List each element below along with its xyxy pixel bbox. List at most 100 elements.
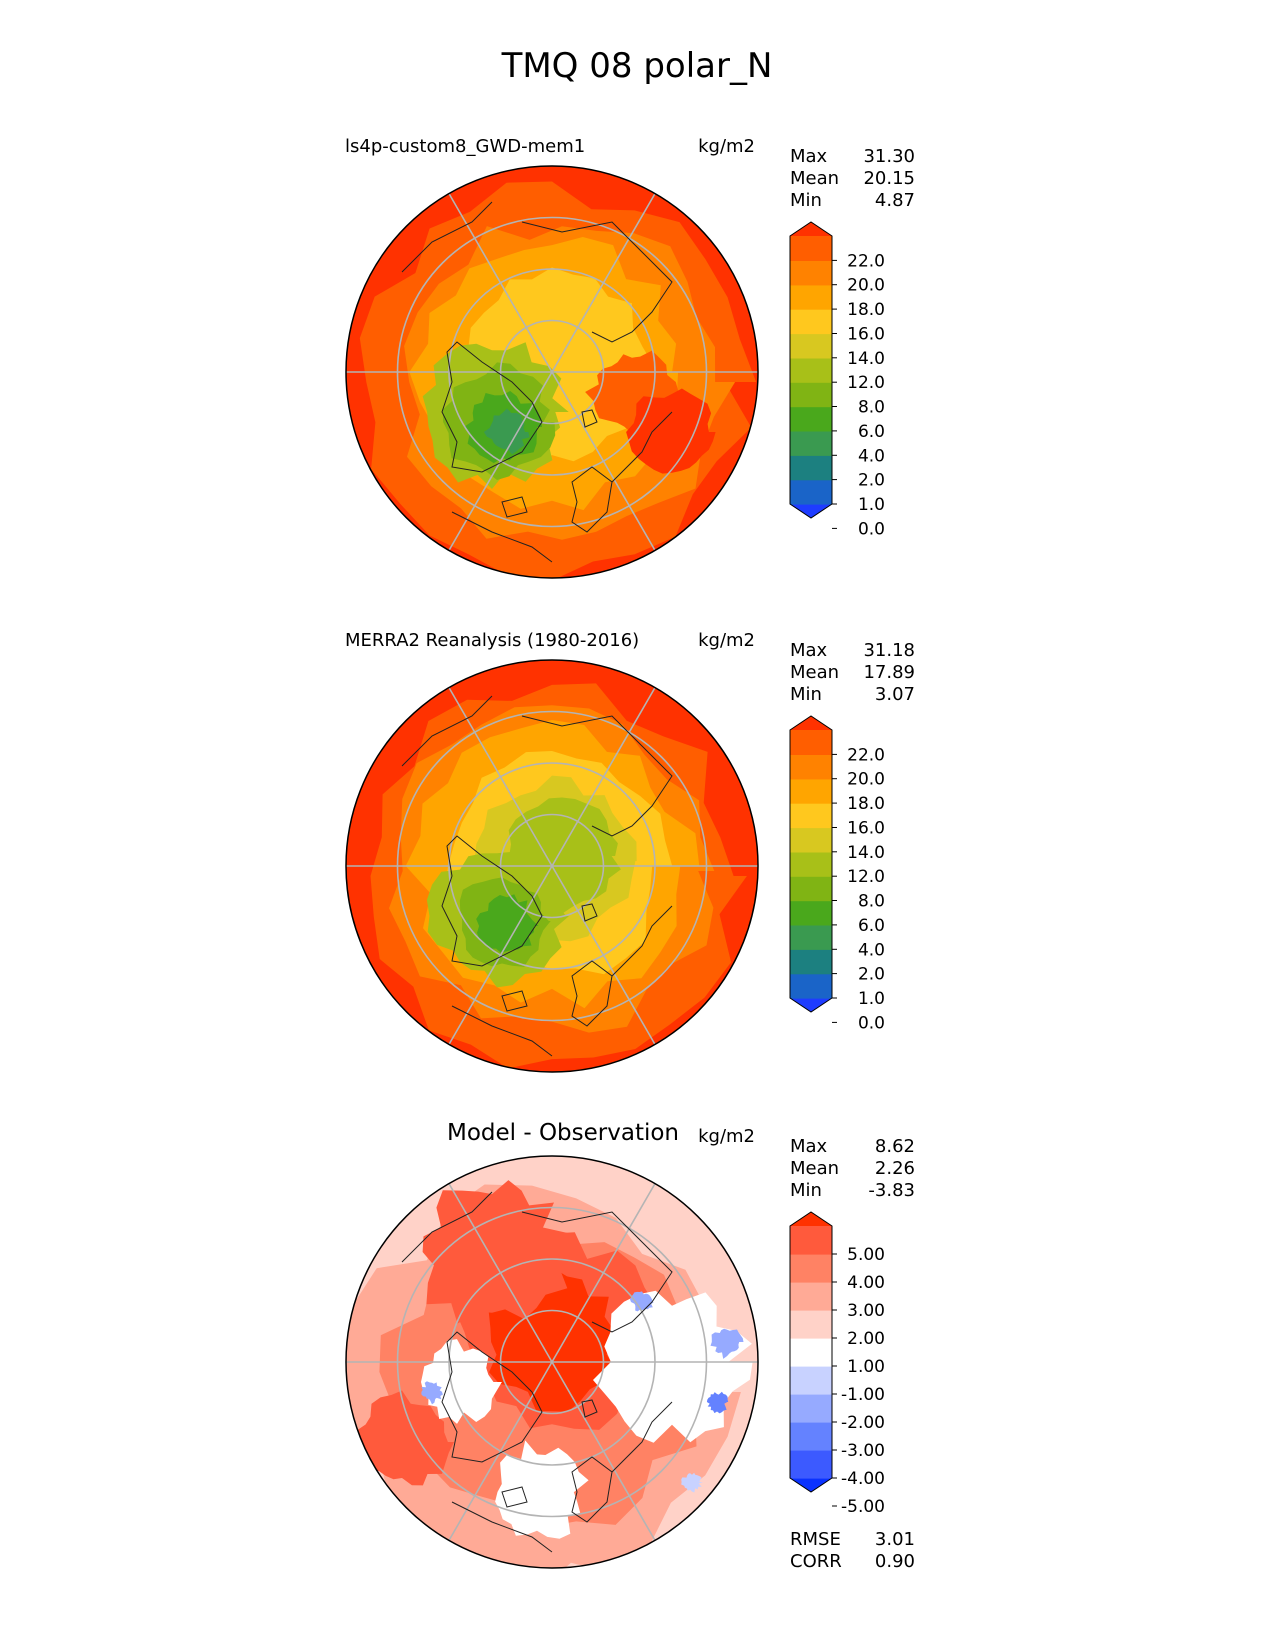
coastline bbox=[571, 960, 613, 1027]
colorbar-segment bbox=[790, 803, 832, 829]
panel-units: kg/m2 bbox=[698, 136, 755, 157]
stat-value: 20.15 bbox=[863, 168, 915, 189]
panel-title: ls4p-custom8_GWD-mem1 bbox=[345, 136, 585, 157]
coastline bbox=[401, 1191, 493, 1263]
colorbar-extend-high bbox=[790, 716, 832, 730]
stat-label: Min bbox=[790, 684, 822, 705]
colorbar-tick-label: 2.0 bbox=[858, 965, 885, 985]
colorbar-segment bbox=[790, 1310, 832, 1339]
colorbar-tick-label: 20.0 bbox=[847, 276, 885, 296]
colorbar-segment bbox=[790, 382, 832, 408]
colorbar-tick-label: 2.00 bbox=[847, 1329, 885, 1349]
colorbar-segment bbox=[790, 851, 832, 877]
coastline bbox=[571, 1456, 613, 1523]
meridian-line bbox=[448, 193, 553, 373]
stat-label: Max bbox=[790, 1136, 828, 1157]
stat-label: Mean bbox=[790, 662, 839, 683]
colorbar-tick-label: 6.0 bbox=[858, 422, 885, 442]
map-boundary bbox=[345, 165, 759, 579]
stat-value: 3.07 bbox=[875, 684, 915, 705]
meridian-line bbox=[551, 687, 656, 867]
colorbar-segment bbox=[790, 236, 832, 261]
colorbar-segment bbox=[790, 1282, 832, 1311]
meridian-line bbox=[551, 865, 656, 1045]
stat-value: 0.90 bbox=[875, 1551, 915, 1572]
map-boundary bbox=[345, 659, 759, 1073]
colorbar-tick-label: 18.0 bbox=[847, 300, 885, 320]
colorbar-tick-label: 6.0 bbox=[858, 916, 885, 936]
colorbar-segment bbox=[790, 1254, 832, 1283]
coastline bbox=[441, 835, 543, 967]
colorbar-tick-label: 16.0 bbox=[847, 819, 885, 839]
colorbar-segment bbox=[790, 876, 832, 902]
colorbar-segment bbox=[790, 357, 832, 383]
colorbar-tick-label: 8.0 bbox=[858, 398, 885, 418]
coastline bbox=[451, 511, 553, 563]
colorbar-segment bbox=[790, 406, 832, 432]
coastline bbox=[441, 1331, 543, 1463]
colorbar-tick-label: 16.0 bbox=[847, 325, 885, 345]
meridian-line bbox=[551, 371, 656, 551]
stat-value: -3.83 bbox=[868, 1180, 915, 1201]
stat-label: Min bbox=[790, 1180, 822, 1201]
stat-label: Mean bbox=[790, 168, 839, 189]
colorbar-tick-label: 1.00 bbox=[847, 1357, 885, 1377]
colorbar-tick-label: -5.00 bbox=[841, 1497, 885, 1517]
colorbar-segment bbox=[790, 1366, 832, 1395]
meridian-line bbox=[551, 1183, 656, 1363]
colorbar-segment bbox=[790, 1450, 832, 1479]
colorbar: 22.0 20.0 18.0 16.0 14.0 12.0 8.0 6.0 4.0 2.0 1.0 0… bbox=[789, 221, 885, 539]
contour-region bbox=[355, 1390, 454, 1486]
colorbar-tick-label: 22.0 bbox=[847, 251, 885, 271]
colorbar-tick-label: -2.00 bbox=[841, 1413, 885, 1433]
colorbar-segment bbox=[790, 1422, 832, 1451]
stat-label: Max bbox=[790, 640, 828, 661]
colorbar-segment bbox=[790, 430, 832, 456]
stat-value: 31.18 bbox=[863, 640, 915, 661]
coastline bbox=[501, 990, 528, 1012]
figure-title: TMQ 08 polar_N bbox=[501, 46, 773, 86]
colorbar-extend-low bbox=[790, 998, 832, 1012]
coastline bbox=[581, 409, 598, 428]
colorbar-segment bbox=[790, 900, 832, 926]
colorbar-segment bbox=[790, 949, 832, 975]
coastline bbox=[501, 1486, 528, 1508]
meridian-line bbox=[448, 1361, 553, 1541]
colorbar-tick-label: -3.00 bbox=[841, 1441, 885, 1461]
colorbar-segment bbox=[790, 778, 832, 804]
colorbar-tick-label: 4.0 bbox=[858, 446, 885, 466]
colorbar-extend-low bbox=[790, 504, 832, 518]
panel-units: kg/m2 bbox=[698, 630, 755, 651]
colorbar-tick-label: 1.0 bbox=[858, 495, 885, 515]
colorbar-segment bbox=[790, 1394, 832, 1423]
coastline bbox=[401, 695, 493, 767]
stat-value: 3.01 bbox=[875, 1529, 915, 1550]
coastline bbox=[501, 496, 528, 518]
colorbar-tick-label: 2.0 bbox=[858, 471, 885, 491]
meridian-line bbox=[448, 865, 553, 1045]
stat-label: CORR bbox=[790, 1551, 842, 1572]
meridian-line bbox=[448, 1183, 553, 1363]
map-diff bbox=[346, 1156, 758, 1568]
colorbar-tick-label: 3.00 bbox=[847, 1301, 885, 1321]
colorbar-tick-label: 14.0 bbox=[847, 349, 885, 369]
contour-region bbox=[483, 408, 530, 455]
colorbar-segment bbox=[790, 333, 832, 359]
colorbar-segment bbox=[790, 1226, 832, 1255]
colorbar-tick-label: 12.0 bbox=[847, 867, 885, 887]
map-obs bbox=[346, 660, 758, 1072]
contour-region bbox=[422, 1180, 572, 1324]
contour-region bbox=[495, 1440, 589, 1539]
colorbar-tick-label: 1.0 bbox=[858, 989, 885, 1009]
colorbar-tick-label: 22.0 bbox=[847, 745, 885, 765]
panel-model: ls4p-custom8_GWD-mem1 kg/m2 Max 31.30 Mean 20… bbox=[345, 136, 915, 579]
contour-region bbox=[421, 1381, 443, 1405]
colorbar-segment bbox=[790, 973, 832, 999]
colorbar-segment bbox=[790, 924, 832, 950]
colorbar-tick-label: -1.00 bbox=[841, 1385, 885, 1405]
stat-value: 2.26 bbox=[875, 1158, 915, 1179]
colorbar-tick-label: 0.0 bbox=[858, 1013, 885, 1033]
colorbar-extend-high bbox=[790, 1212, 832, 1226]
colorbar-tick-label: 4.0 bbox=[858, 940, 885, 960]
